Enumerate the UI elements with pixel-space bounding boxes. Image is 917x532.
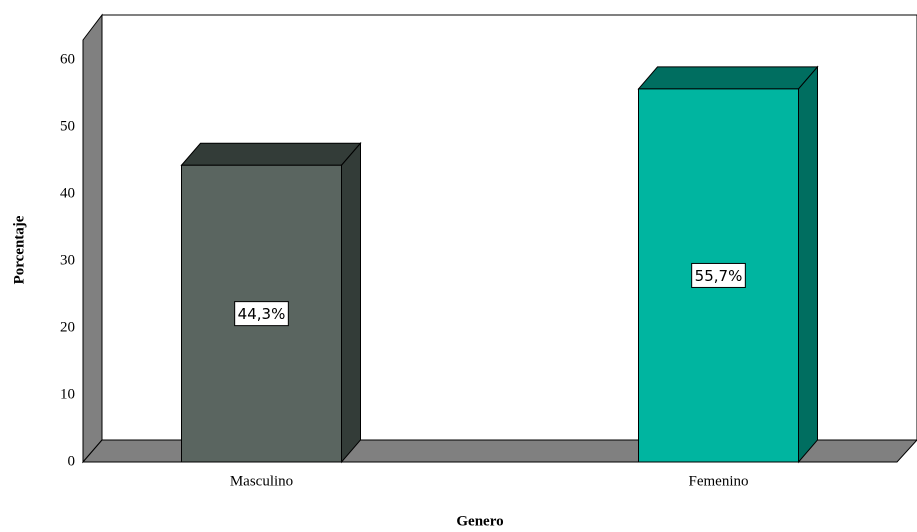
y-tick-label: 20 [60, 319, 75, 335]
x-axis-title: Genero [456, 513, 503, 529]
bar-top [180, 142, 362, 166]
y-tick-label: 30 [60, 252, 75, 268]
x-tick-label: Femenino [689, 473, 749, 489]
y-tick-label: 40 [60, 186, 75, 202]
bar-top [637, 66, 819, 90]
value-label-box [691, 262, 746, 288]
y-tick-label: 60 [60, 52, 75, 68]
y-tick-label: 0 [68, 453, 76, 469]
x-tick-label: Masculino [230, 473, 293, 489]
left-wall [82, 13, 103, 464]
y-tick-label: 50 [60, 119, 75, 135]
y-axis-title: Porcentaje [11, 215, 27, 284]
y-tick-label: 10 [60, 386, 75, 402]
bar-side [798, 65, 818, 464]
value-label: 44,3% [238, 305, 286, 323]
value-label-box [234, 301, 289, 327]
value-label: 55,7% [695, 267, 743, 285]
bar-side [341, 141, 361, 464]
